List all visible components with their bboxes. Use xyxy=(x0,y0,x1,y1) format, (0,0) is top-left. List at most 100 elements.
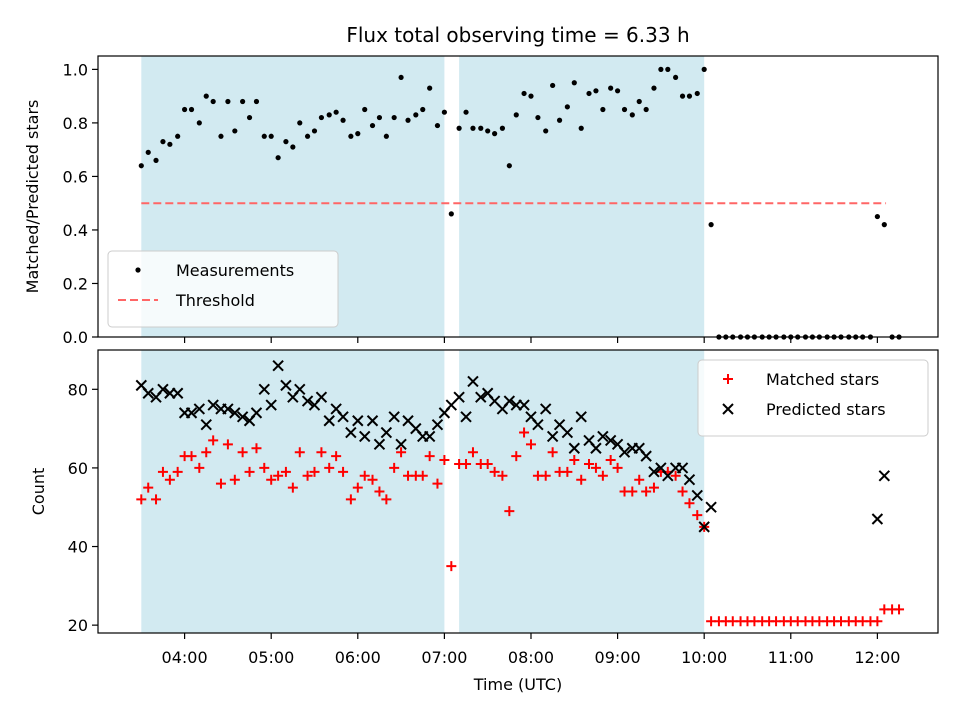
y-axis-label: Count xyxy=(29,468,48,516)
data-point xyxy=(259,462,270,473)
data-point xyxy=(359,430,371,443)
data-point xyxy=(503,395,516,407)
data-point xyxy=(175,133,181,139)
data-point xyxy=(521,90,527,97)
data-point xyxy=(171,387,184,399)
data-point xyxy=(590,442,602,454)
data-point xyxy=(634,474,645,485)
x-tick-label: 08:00 xyxy=(508,648,554,667)
data-point xyxy=(550,82,556,89)
data-point xyxy=(525,439,536,450)
data-point xyxy=(590,462,601,473)
data-point xyxy=(456,125,462,131)
legend-marker-cross xyxy=(722,403,734,415)
y-tick-label: 0.2 xyxy=(63,274,88,293)
data-point xyxy=(878,470,891,482)
data-point xyxy=(405,117,411,123)
y-tick-label: 0.6 xyxy=(63,167,88,186)
data-point xyxy=(389,462,400,473)
data-point xyxy=(460,411,472,423)
data-point xyxy=(424,451,435,462)
data-point xyxy=(253,98,260,105)
x-tick-label: 10:00 xyxy=(681,648,727,667)
data-point xyxy=(352,415,364,427)
data-point xyxy=(287,482,298,493)
y-tick-label: 1.0 xyxy=(63,60,88,79)
legend-label: Matched stars xyxy=(766,370,879,389)
x-tick-label: 09:00 xyxy=(595,648,641,667)
data-point xyxy=(160,139,166,145)
data-point xyxy=(142,387,154,399)
y-tick-label: 20 xyxy=(68,616,88,635)
data-point xyxy=(597,430,609,443)
data-point xyxy=(143,482,154,493)
data-point xyxy=(280,466,291,477)
data-point xyxy=(268,133,274,139)
data-point xyxy=(340,117,346,123)
data-point xyxy=(608,85,614,91)
data-point xyxy=(237,447,248,458)
data-point xyxy=(373,438,386,451)
data-point xyxy=(258,383,270,396)
data-point xyxy=(871,513,884,525)
legend-label: Threshold xyxy=(175,291,255,310)
data-point xyxy=(547,447,558,458)
data-point xyxy=(470,125,476,131)
y-tick-label: 0.4 xyxy=(63,221,88,240)
data-point xyxy=(694,90,700,97)
data-point xyxy=(562,466,573,477)
observing-window-2 xyxy=(459,56,705,337)
data-point xyxy=(571,80,577,86)
data-point xyxy=(345,494,356,505)
data-point xyxy=(431,418,444,431)
data-point xyxy=(643,106,649,113)
data-point xyxy=(326,112,332,118)
data-point xyxy=(272,360,284,372)
data-point xyxy=(388,411,400,423)
data-point xyxy=(679,93,686,99)
data-point xyxy=(578,125,584,131)
data-point xyxy=(193,403,206,415)
data-point xyxy=(894,604,905,615)
data-point xyxy=(684,498,695,509)
data-point xyxy=(203,93,209,99)
data-point xyxy=(446,561,457,572)
data-point xyxy=(874,213,880,220)
data-point xyxy=(621,106,628,113)
data-point xyxy=(575,411,587,423)
data-point xyxy=(439,455,450,466)
x-tick-label: 11:00 xyxy=(768,648,814,667)
legend-marker-dot xyxy=(135,267,141,273)
data-point xyxy=(540,403,552,415)
axes-frame xyxy=(97,349,939,634)
data-point xyxy=(651,85,657,91)
data-point xyxy=(546,430,559,443)
data-point xyxy=(506,163,512,169)
data-point xyxy=(665,66,671,72)
data-point xyxy=(185,407,198,419)
data-point xyxy=(315,391,328,403)
data-point xyxy=(423,430,436,443)
data-point xyxy=(302,470,313,481)
data-point xyxy=(540,470,551,481)
data-point xyxy=(482,458,493,469)
data-point xyxy=(518,399,530,411)
data-point xyxy=(240,98,246,105)
data-point xyxy=(636,98,642,105)
data-point xyxy=(504,506,515,517)
x-tick-label: 12:00 xyxy=(854,648,900,667)
data-point xyxy=(434,122,441,129)
series-predicted-stars xyxy=(135,360,891,533)
data-point xyxy=(164,474,175,485)
data-point xyxy=(686,93,693,99)
data-point xyxy=(629,112,635,118)
data-point xyxy=(210,98,216,105)
data-point xyxy=(218,133,224,139)
data-point xyxy=(380,426,393,439)
data-point xyxy=(584,458,595,469)
data-point xyxy=(246,114,253,121)
data-point xyxy=(519,427,530,438)
data-point xyxy=(261,133,267,139)
data-point xyxy=(692,510,703,521)
data-point xyxy=(604,434,617,447)
